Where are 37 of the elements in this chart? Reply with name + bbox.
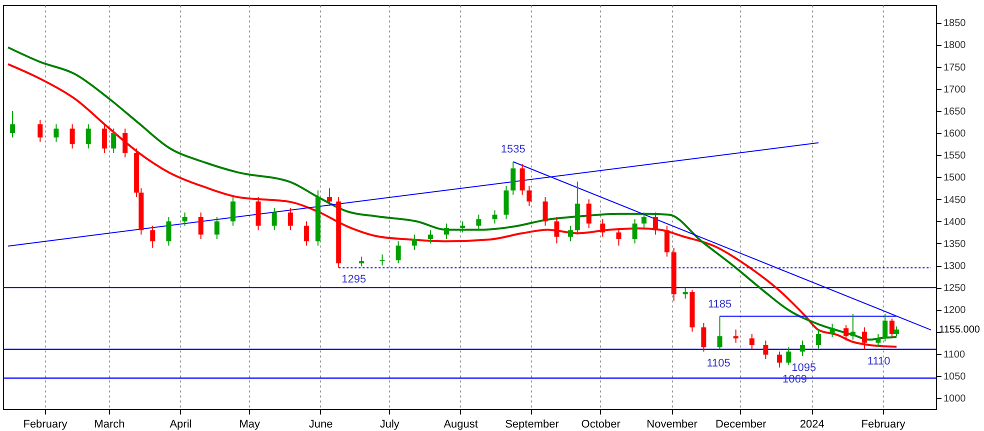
x-tick-label: August xyxy=(444,418,478,430)
x-tick-label: 2024 xyxy=(800,418,824,430)
y-tick-label: 1450 xyxy=(944,194,966,206)
x-tick-label: November xyxy=(646,418,698,430)
x-tick-label: April xyxy=(170,418,192,430)
y-tick-label: 1200 xyxy=(944,305,966,316)
annotation: 1110 xyxy=(867,355,890,368)
y-tick-label: 1050 xyxy=(944,371,966,382)
x-tick-label: December xyxy=(716,418,767,430)
annotation: 1095 xyxy=(792,362,816,374)
x-tick-label: May xyxy=(239,418,260,430)
x-tick-label: July xyxy=(380,418,400,430)
text: 1155.000 xyxy=(939,324,980,336)
y-tick-label: 1300 xyxy=(944,261,966,272)
y-tick-label: 1800 xyxy=(944,40,966,52)
y-tick-label: 1650 xyxy=(944,106,966,118)
y-tick-label: 1500 xyxy=(944,172,966,184)
y-tick-label: 1850 xyxy=(944,18,966,30)
x-tick-label: February xyxy=(861,418,906,430)
y-tick-label: 1350 xyxy=(944,238,966,250)
y-tick-label: 1700 xyxy=(944,84,966,96)
x-tick-label: June xyxy=(308,418,333,430)
x-tick-label: March xyxy=(94,418,125,430)
y-tick-label: 1750 xyxy=(944,62,966,74)
annotation: 1105 xyxy=(706,358,730,370)
y-tick-label: 1400 xyxy=(944,216,966,228)
y-tick-label: 1600 xyxy=(944,128,966,140)
annotation: 1295 xyxy=(342,274,366,286)
x-tick-label: October xyxy=(581,418,621,430)
annotation: 1185 xyxy=(708,298,732,310)
y-tick-label: 1100 xyxy=(944,349,966,360)
x-tick-label: February xyxy=(23,418,68,430)
y-tick-label: 1000 xyxy=(944,393,966,404)
annotation: 1535 xyxy=(500,144,526,156)
y-tick-label: 1550 xyxy=(944,150,966,162)
x-tick-label: September xyxy=(505,418,560,430)
y-tick-label: 1250 xyxy=(944,283,966,294)
